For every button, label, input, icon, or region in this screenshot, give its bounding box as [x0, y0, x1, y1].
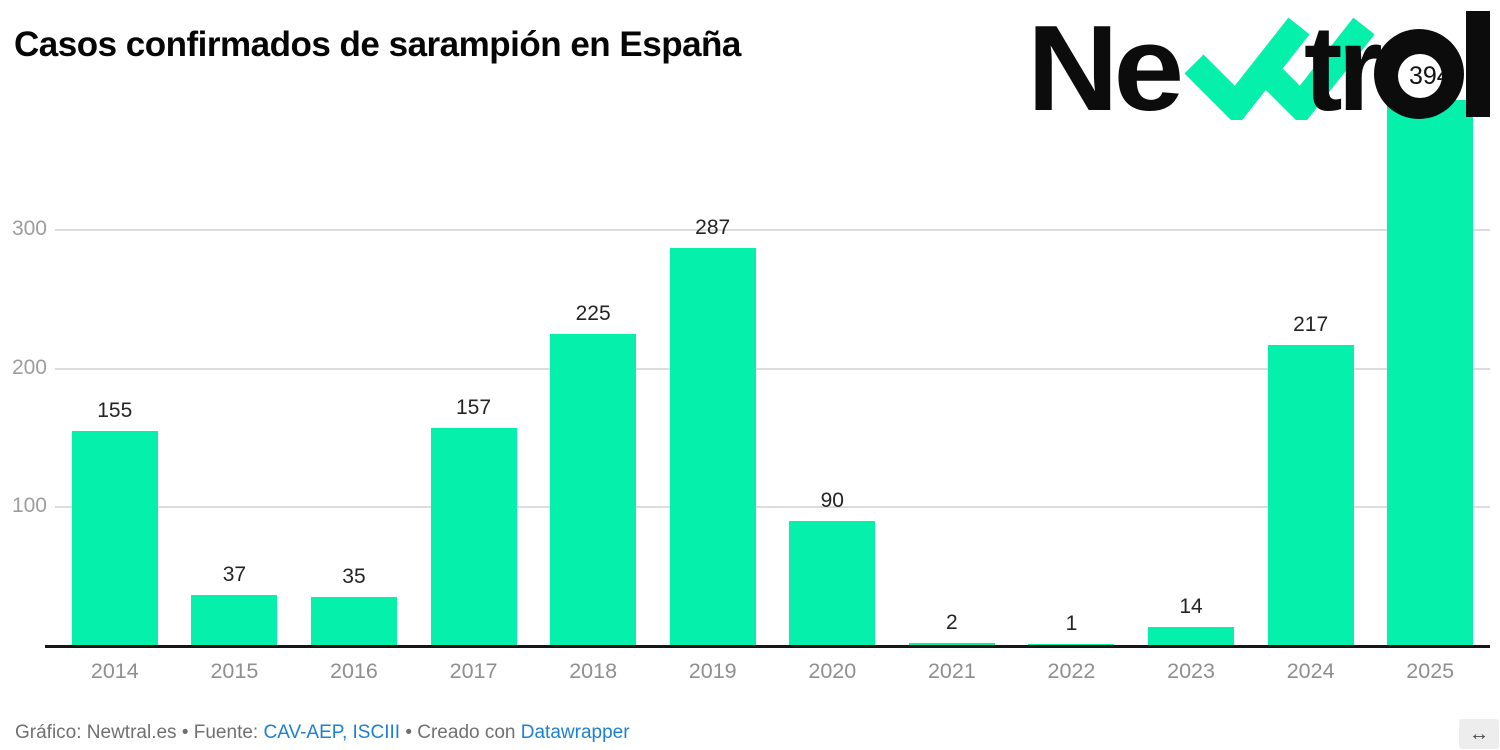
bar-2019[interactable]	[669, 248, 756, 646]
bar-value-label-2019: 287	[695, 216, 731, 239]
resize-handle[interactable]: ↔	[1459, 719, 1499, 749]
bar-2024[interactable]	[1267, 345, 1354, 646]
x-axis-baseline	[45, 645, 1490, 648]
x-axis-label-2025: 2025	[1406, 659, 1455, 683]
x-axis-label-2015: 2015	[210, 659, 259, 683]
bar-value-label-2022: 1	[1065, 612, 1078, 635]
footer-credit-text: Gráfico: Newtral.es • Fuente:	[15, 722, 264, 743]
logo-letter-a-counter	[1398, 54, 1442, 98]
bar-2015[interactable]	[191, 595, 278, 646]
bar-value-label-2021: 2	[946, 611, 958, 634]
x-axis-label-2021: 2021	[927, 659, 976, 683]
bar-value-label-2016: 35	[342, 565, 366, 588]
bar-2014[interactable]	[71, 431, 158, 646]
bar-value-label-2017: 157	[456, 396, 492, 419]
x-axis-label-2014: 2014	[90, 659, 139, 683]
bar-2023[interactable]	[1148, 627, 1235, 646]
resize-arrows-icon: ↔	[1469, 722, 1489, 745]
x-axis-label-2024: 2024	[1286, 659, 1335, 683]
bar-value-label-2014: 155	[97, 399, 133, 422]
newtral-logo: Ne tr 394	[1027, 6, 1490, 120]
y-axis-tick-label: 300	[11, 217, 47, 240]
bar-2025[interactable]	[1387, 100, 1474, 646]
bar-value-label-2020: 90	[820, 489, 844, 512]
gridline-y-100	[55, 506, 1490, 509]
bar-2018[interactable]	[550, 334, 637, 646]
logo-letter-l	[1466, 11, 1490, 117]
check-icon	[1184, 17, 1310, 120]
x-axis-label-2016: 2016	[330, 659, 378, 683]
check-icon	[1249, 17, 1375, 120]
x-axis-label-2018: 2018	[569, 659, 618, 683]
bar-2021[interactable]	[908, 643, 995, 646]
bar-value-label-2018: 225	[575, 302, 611, 325]
bar-2016[interactable]	[310, 597, 397, 646]
y-axis-tick-label: 100	[11, 494, 47, 518]
datawrapper-link[interactable]: Datawrapper	[520, 722, 630, 743]
source-link-cav-aep-isciii[interactable]: CAV-AEP, ISCIII	[263, 722, 401, 743]
bar-2020[interactable]	[789, 521, 876, 646]
x-axis-label-2022: 2022	[1047, 659, 1096, 683]
bar-value-label-2024: 217	[1293, 313, 1329, 336]
x-axis-label-2023: 2023	[1167, 659, 1215, 683]
chart-footer: Gráfico: Newtral.es • Fuente: CAV-AEP, I…	[15, 722, 630, 744]
footer-created-with-text: • Creado con	[400, 722, 521, 743]
gridline-y-300	[55, 229, 1490, 231]
bar-2017[interactable]	[430, 428, 517, 646]
logo-text-ne: Ne	[1027, 6, 1180, 120]
bar-value-label-2023: 14	[1179, 595, 1203, 618]
x-axis-label-2019: 2019	[688, 659, 737, 683]
y-axis-tick-label: 200	[11, 355, 47, 379]
x-axis-label-2017: 2017	[449, 659, 498, 683]
occluded-bar-label-2025: 394	[1409, 62, 1451, 90]
page-title: Casos confirmados de sarampión en España	[14, 25, 741, 65]
logo-text-tr: tr	[1304, 6, 1381, 120]
x-axis-label-2020: 2020	[808, 659, 857, 683]
gridline-y-200	[55, 367, 1490, 370]
bar-value-label-2015: 37	[222, 563, 247, 586]
